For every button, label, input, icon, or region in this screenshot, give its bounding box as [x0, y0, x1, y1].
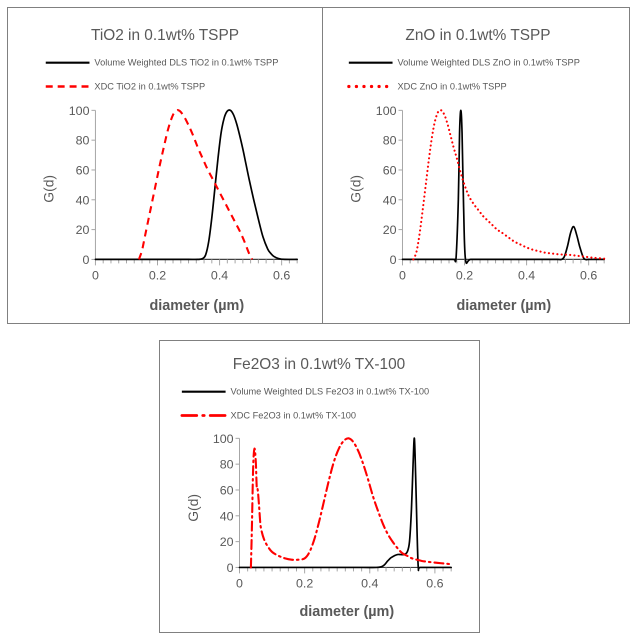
zno-chart-svg: ZnO in 0.1wt% TSPP Volume Weighted DLS Z… [347, 27, 606, 314]
zno-x-tick-label: 0.4 [518, 268, 535, 282]
fe2o3-y-axis-label: G(d) [185, 494, 201, 522]
chart-panel-zno: ZnO in 0.1wt% TSPP Volume Weighted DLS Z… [322, 7, 630, 324]
tio2-x-tick-labels: 0 0.2 0.4 0.6 [92, 268, 290, 282]
tio2-x-tick-label: 0.6 [273, 268, 290, 282]
tio2-y-tick-label: 80 [76, 134, 90, 148]
zno-series-xdc [412, 109, 606, 261]
tio2-series-xdc [137, 109, 254, 260]
tio2-y-tick-labels: 0 20 40 60 80 100 [69, 104, 90, 267]
tio2-legend: Volume Weighted DLS TiO2 in 0.1wt% TSPP … [45, 58, 278, 91]
tio2-y-ticks [91, 109, 96, 260]
tio2-plot-area: 0 20 40 60 80 100 0 0.2 0.4 0.6 [69, 104, 299, 282]
fe2o3-series-dls [238, 437, 453, 572]
fe2o3-x-tick-label: 0.6 [426, 576, 443, 590]
fe2o3-series-xdc [249, 437, 453, 569]
fe2o3-legend-label-dls: Volume Weighted DLS Fe2O3 in 0.1wt% TX-1… [231, 387, 430, 397]
fe2o3-y-tick-labels: 0 20 40 60 80 100 [213, 432, 234, 575]
zno-x-tick-label: 0.2 [456, 268, 473, 282]
fe2o3-y-ticks [235, 437, 240, 568]
tio2-y-tick-label: 60 [76, 163, 90, 177]
zno-x-tick-labels: 0 0.2 0.4 0.6 [399, 268, 597, 282]
zno-y-tick-label: 100 [376, 104, 397, 118]
fe2o3-y-tick-label: 80 [220, 458, 234, 472]
tio2-y-tick-label: 0 [83, 253, 90, 267]
zno-legend-label-xdc: XDC ZnO in 0.1wt% TSPP [398, 81, 507, 91]
zno-chart-title: ZnO in 0.1wt% TSPP [405, 27, 550, 44]
zno-legend-label-dls: Volume Weighted DLS ZnO in 0.1wt% TSPP [398, 58, 580, 68]
tio2-y-tick-label: 20 [76, 223, 90, 237]
tio2-chart-title: TiO2 in 0.1wt% TSPP [91, 27, 239, 44]
zno-series-paths [401, 109, 606, 265]
zno-y-ticks [398, 109, 403, 260]
fe2o3-y-tick-label: 40 [220, 509, 234, 523]
tio2-chart-svg: TiO2 in 0.1wt% TSPP Volume Weighted DLS … [41, 27, 299, 314]
tio2-y-tick-label: 100 [69, 104, 90, 118]
fe2o3-x-axis-label: diameter (µm) [299, 604, 394, 620]
tio2-x-axis-label: diameter (µm) [149, 298, 244, 314]
fe2o3-x-tick-label: 0 [236, 576, 243, 590]
chart-panel-tio2: TiO2 in 0.1wt% TSPP Volume Weighted DLS … [7, 7, 323, 324]
fe2o3-x-tick-label: 0.4 [361, 576, 378, 590]
fe2o3-x-tick-labels: 0 0.2 0.4 0.6 [236, 576, 444, 590]
tio2-y-tick-label: 40 [76, 193, 90, 207]
tio2-x-tick-label: 0 [92, 268, 99, 282]
tio2-series-paths [94, 109, 299, 261]
zno-plot-area: 0 20 40 60 80 100 0 0.2 0.4 0.6 [376, 104, 606, 282]
fe2o3-series-paths [238, 437, 453, 572]
zno-y-axis-label: G(d) [348, 175, 364, 203]
fe2o3-y-tick-label: 100 [213, 432, 234, 446]
fe2o3-y-tick-label: 20 [220, 535, 234, 549]
tio2-x-tick-label: 0.2 [149, 268, 166, 282]
tio2-legend-label-dls: Volume Weighted DLS TiO2 in 0.1wt% TSPP [94, 58, 278, 68]
zno-y-tick-label: 60 [383, 163, 397, 177]
fe2o3-chart-svg: Fe2O3 in 0.1wt% TX-100 Volume Weighted D… [180, 356, 453, 620]
tio2-x-ticks [94, 259, 298, 266]
zno-x-tick-label: 0 [399, 268, 406, 282]
zno-y-tick-label: 20 [383, 223, 397, 237]
fe2o3-chart-title: Fe2O3 in 0.1wt% TX-100 [233, 356, 405, 373]
zno-x-ticks [401, 259, 605, 266]
fe2o3-x-tick-label: 0.2 [296, 576, 313, 590]
fe2o3-plot-area: 0 20 40 60 80 100 0 0.2 0.4 0.6 [213, 432, 453, 590]
tio2-series-dls [94, 109, 299, 261]
zno-y-tick-label: 80 [383, 134, 397, 148]
tio2-y-axis-label: G(d) [41, 175, 57, 203]
zno-y-tick-label: 40 [383, 193, 397, 207]
zno-legend: Volume Weighted DLS ZnO in 0.1wt% TSPP X… [347, 58, 580, 91]
zno-x-tick-label: 0.6 [580, 268, 597, 282]
chart-panel-fe2o3: Fe2O3 in 0.1wt% TX-100 Volume Weighted D… [159, 340, 480, 633]
zno-y-tick-label: 0 [390, 253, 397, 267]
tio2-x-tick-label: 0.4 [211, 268, 228, 282]
fe2o3-y-tick-label: 0 [227, 561, 234, 575]
tio2-legend-label-xdc: XDC TiO2 in 0.1wt% TSPP [94, 81, 205, 91]
zno-x-axis-label: diameter (µm) [456, 298, 551, 314]
fe2o3-y-tick-label: 60 [220, 483, 234, 497]
fe2o3-legend-label-xdc: XDC Fe2O3 in 0.1wt% TX-100 [231, 410, 356, 420]
zno-series-dls [401, 109, 606, 265]
fe2o3-legend: Volume Weighted DLS Fe2O3 in 0.1wt% TX-1… [180, 387, 430, 420]
zno-y-tick-labels: 0 20 40 60 80 100 [376, 104, 397, 267]
